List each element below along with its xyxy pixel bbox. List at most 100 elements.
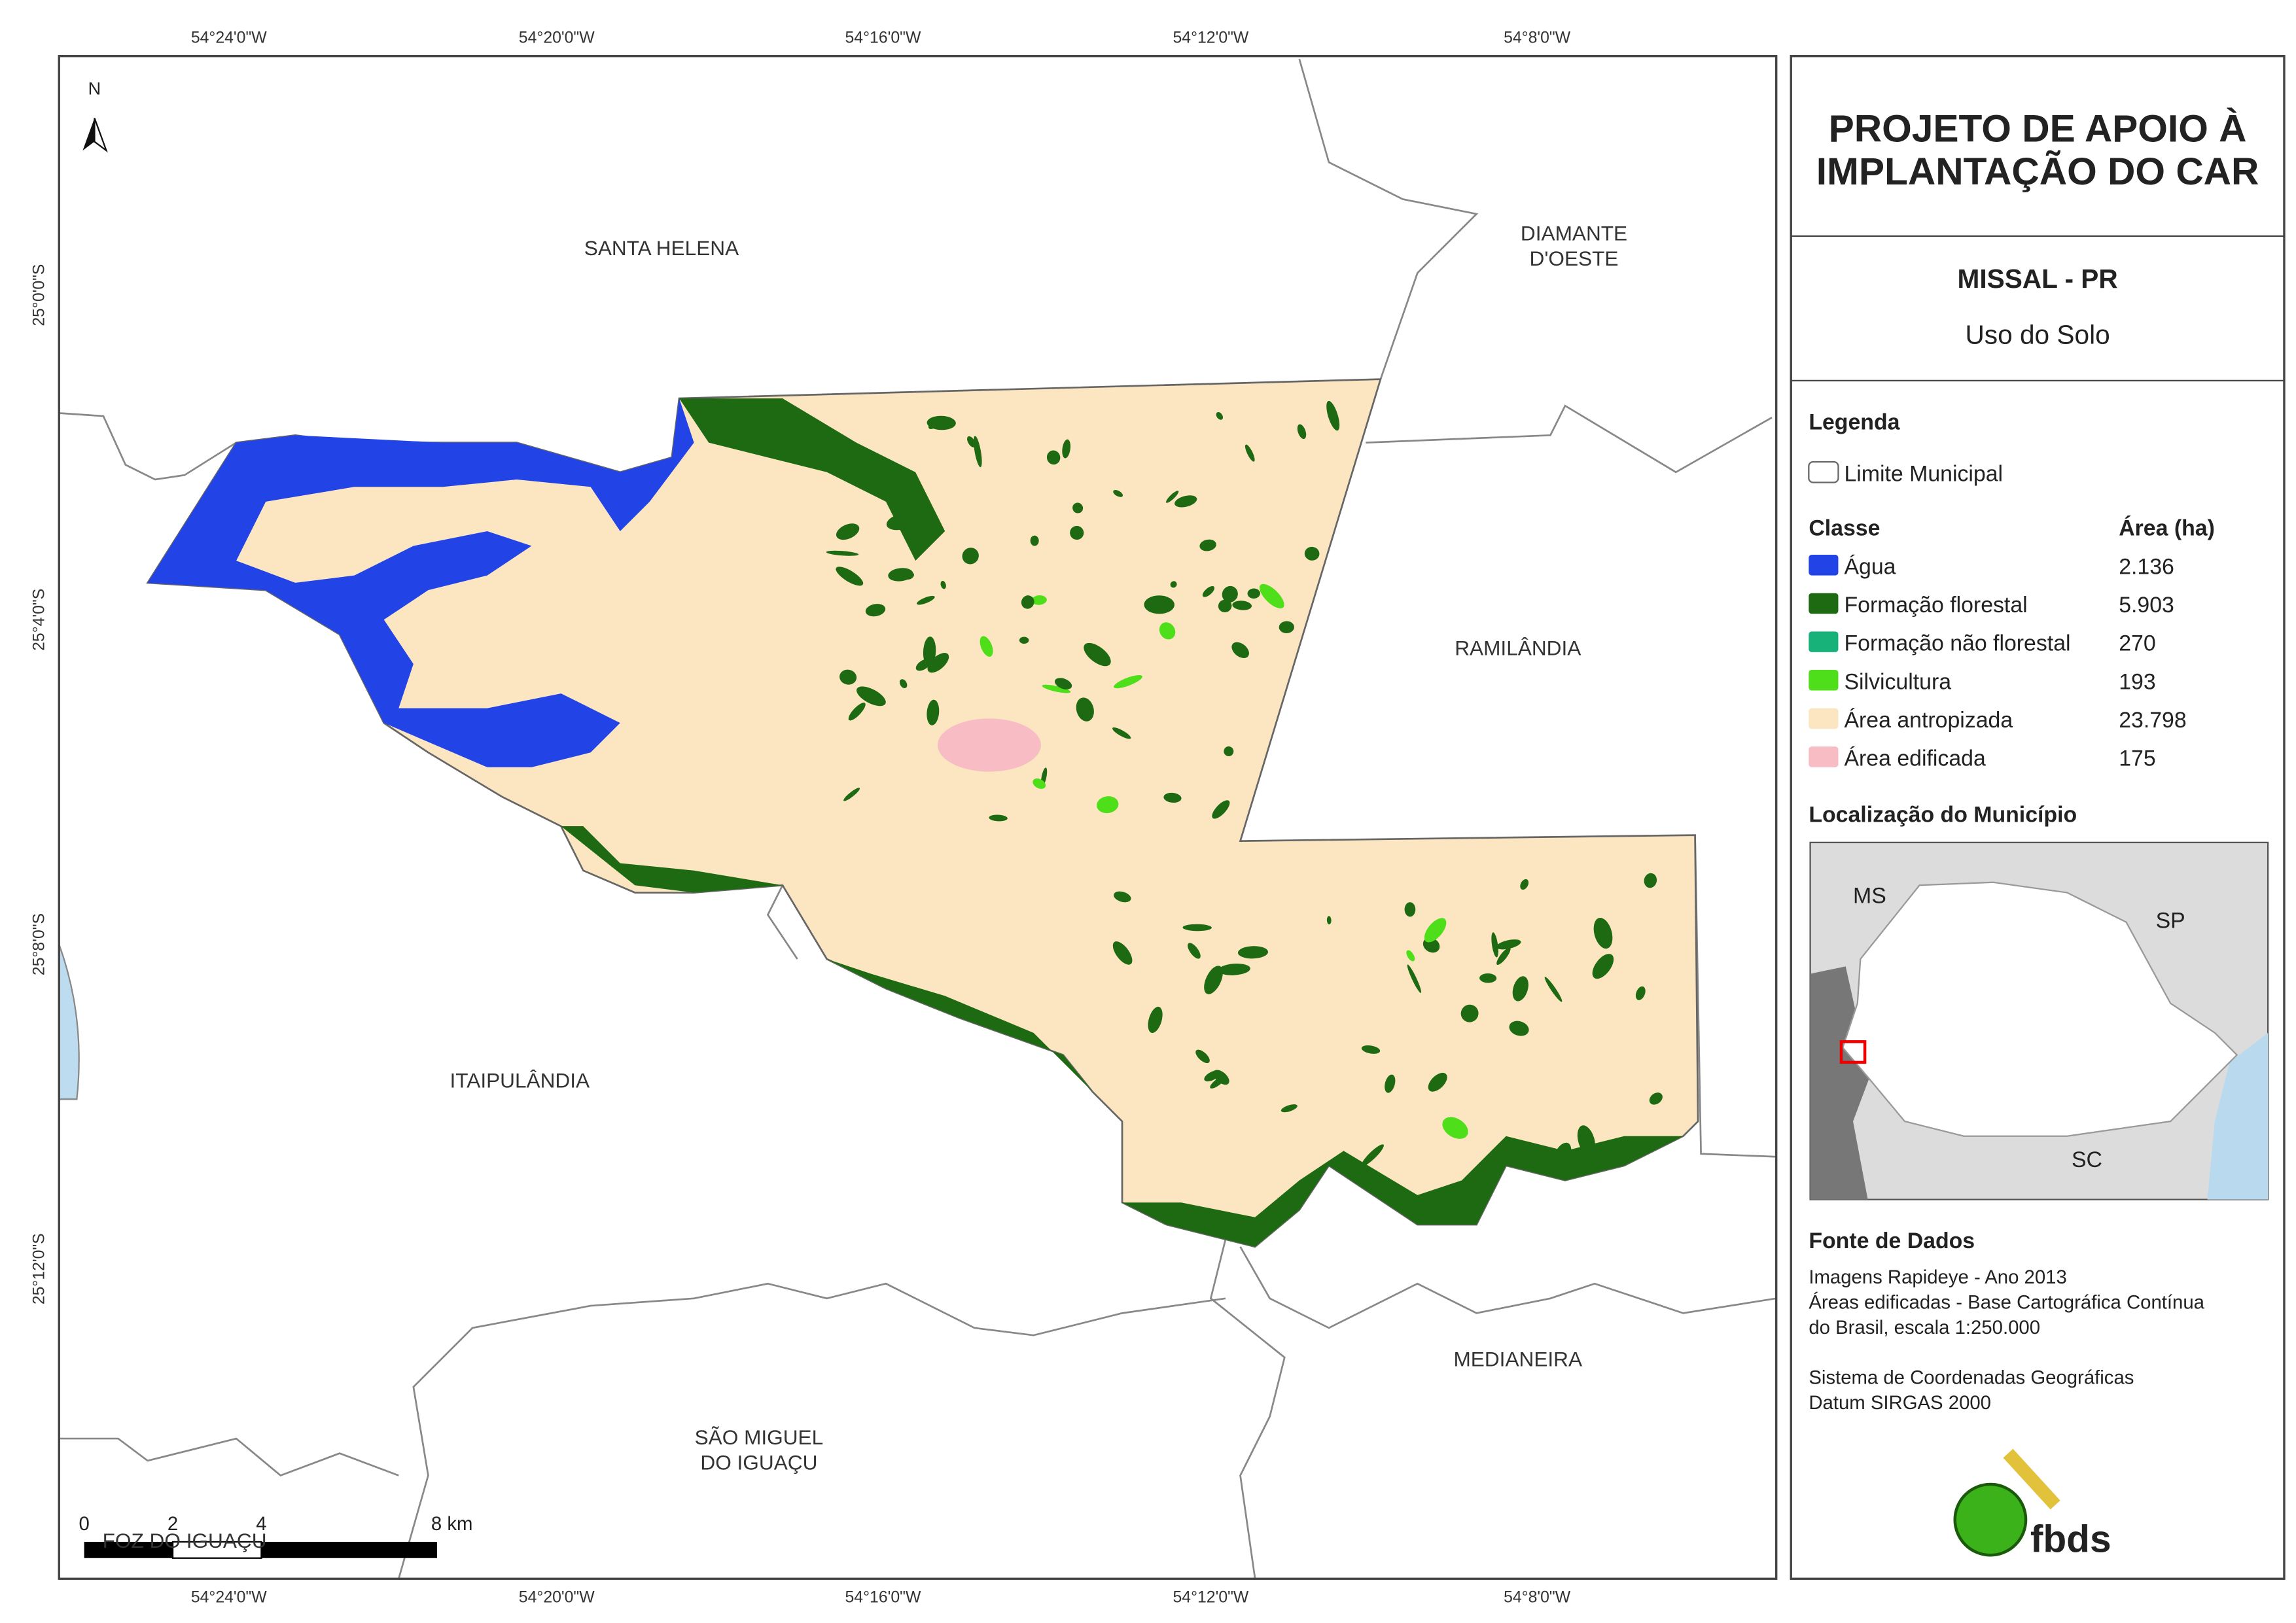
forest-patch — [923, 637, 936, 667]
forest-patch — [899, 679, 908, 688]
inset-sea — [2207, 1032, 2269, 1200]
forest-patch — [839, 669, 857, 685]
inset-locator — [1839, 1040, 1867, 1064]
forest-patch — [1577, 1125, 1596, 1156]
forest-patch — [1144, 595, 1174, 614]
forest-patch — [1170, 581, 1177, 588]
municipality: MISSAL - PR — [1958, 264, 2118, 294]
north-label: N — [88, 78, 101, 98]
forest-patch — [836, 523, 860, 540]
forest-patch — [1224, 746, 1234, 757]
area-header: Área (ha) — [2119, 516, 2215, 541]
neighbor-boundary — [1239, 1246, 1776, 1329]
forest-patch — [1245, 444, 1255, 462]
forest-patch — [1326, 916, 1332, 925]
forest-patch — [1174, 495, 1197, 508]
forest-patch — [1520, 879, 1529, 890]
forest-patch — [1428, 1072, 1447, 1092]
map-body: N — [58, 58, 1776, 1579]
coord-label: 25°12'0"S — [31, 1233, 48, 1304]
forest-patch — [1279, 621, 1294, 633]
forest-patch — [1479, 973, 1497, 983]
place-label: D'OESTE — [1530, 247, 1619, 270]
forest-patch — [940, 580, 946, 589]
legend-swatch — [1809, 631, 1839, 652]
source-line: Datum SIRGAS 2000 — [1809, 1392, 1991, 1414]
forest-patch — [1304, 546, 1320, 561]
place-label: DO IGUAÇU — [700, 1450, 817, 1474]
scale-label: 2 — [168, 1513, 178, 1535]
boundary-label: Limite Municipal — [1844, 461, 2003, 486]
coord-label: 54°8'0"W — [1504, 1588, 1571, 1606]
coord-label: 54°20'0"W — [519, 29, 595, 46]
forest-patch — [1644, 873, 1657, 888]
urban-area — [937, 718, 1041, 772]
legend-heading: Legenda — [1809, 410, 1900, 434]
forest-patch — [1460, 1004, 1479, 1022]
forest-area — [826, 959, 1093, 1092]
legend-area: 193 — [2119, 669, 2155, 694]
forest-patch — [1062, 439, 1071, 459]
legend-area: 2.136 — [2119, 554, 2174, 579]
legend-class: Área antropizada — [1844, 708, 2013, 733]
boundary-swatch — [1808, 461, 1839, 483]
scale-label: 0 — [79, 1513, 89, 1535]
neighbor-boundary — [1298, 58, 1479, 380]
forest-patch — [1046, 450, 1061, 465]
neighbor-boundary — [766, 884, 798, 960]
forest-patch — [1159, 622, 1176, 640]
forest-patch — [865, 604, 886, 617]
forest-patch — [927, 653, 949, 673]
legend-area: 23.798 — [2119, 708, 2186, 733]
forest-patch — [1232, 601, 1252, 610]
forest-patch — [1084, 642, 1111, 667]
subtitle: Uso do Solo — [1965, 320, 2110, 350]
scale-label: 4 — [256, 1513, 266, 1535]
legend-area: 5.903 — [2119, 593, 2174, 618]
forest-patch — [1042, 684, 1071, 693]
forest-patch — [1072, 502, 1084, 514]
forest-patch — [980, 636, 993, 657]
forest-patch — [1021, 595, 1034, 609]
legend-class: Formação não florestal — [1844, 631, 2070, 656]
title: IMPLANTAÇÃO DO CAR — [1816, 150, 2259, 193]
coord-label: 54°16'0"W — [845, 1588, 921, 1606]
place-label: RAMILÂNDIA — [1455, 636, 1581, 659]
forest-patch — [1030, 535, 1039, 546]
coord-label: 54°12'0"W — [1173, 29, 1248, 46]
neighbor-boundary — [59, 412, 237, 481]
forest-patch — [1247, 588, 1260, 599]
forest-patch — [1406, 950, 1415, 962]
forest-patch — [1199, 539, 1216, 551]
coord-label: 25°8'0"S — [31, 913, 48, 975]
forest-patch — [1070, 525, 1084, 540]
place-label: ITAIPULÂNDIA — [450, 1068, 590, 1092]
coord-label: 54°24'0"W — [191, 29, 267, 46]
forest-patch — [1166, 491, 1179, 503]
panel-frame — [1790, 55, 2286, 1580]
forest-patch — [1033, 778, 1046, 789]
place-label: FOZ DO IGUAÇU — [103, 1529, 267, 1552]
forest-patch — [1592, 954, 1614, 979]
legend-swatch — [1809, 746, 1839, 767]
forest-patch — [1385, 1074, 1396, 1093]
forest-patch — [1544, 977, 1563, 1002]
logo-text: fbds — [2030, 1518, 2111, 1561]
forest-patch — [1512, 976, 1528, 1002]
forest-patch — [1407, 964, 1422, 993]
forest-patch — [1496, 939, 1521, 950]
forest-patch — [1097, 796, 1119, 814]
forest-patch — [1054, 678, 1072, 689]
north-arrow — [94, 118, 108, 153]
legend-swatch — [1809, 593, 1839, 614]
legend-class: Silvicultura — [1844, 669, 1951, 694]
forest-patch — [1280, 1104, 1298, 1113]
coord-label: 25°4'0"S — [31, 589, 48, 651]
forest-patch — [1019, 637, 1029, 644]
scale-label: 8 km — [431, 1513, 473, 1535]
sources-heading: Fonte de Dados — [1809, 1229, 1975, 1253]
coord-label: 54°24'0"W — [191, 1588, 267, 1606]
water-area — [147, 398, 694, 767]
forest-patch — [1204, 966, 1223, 994]
